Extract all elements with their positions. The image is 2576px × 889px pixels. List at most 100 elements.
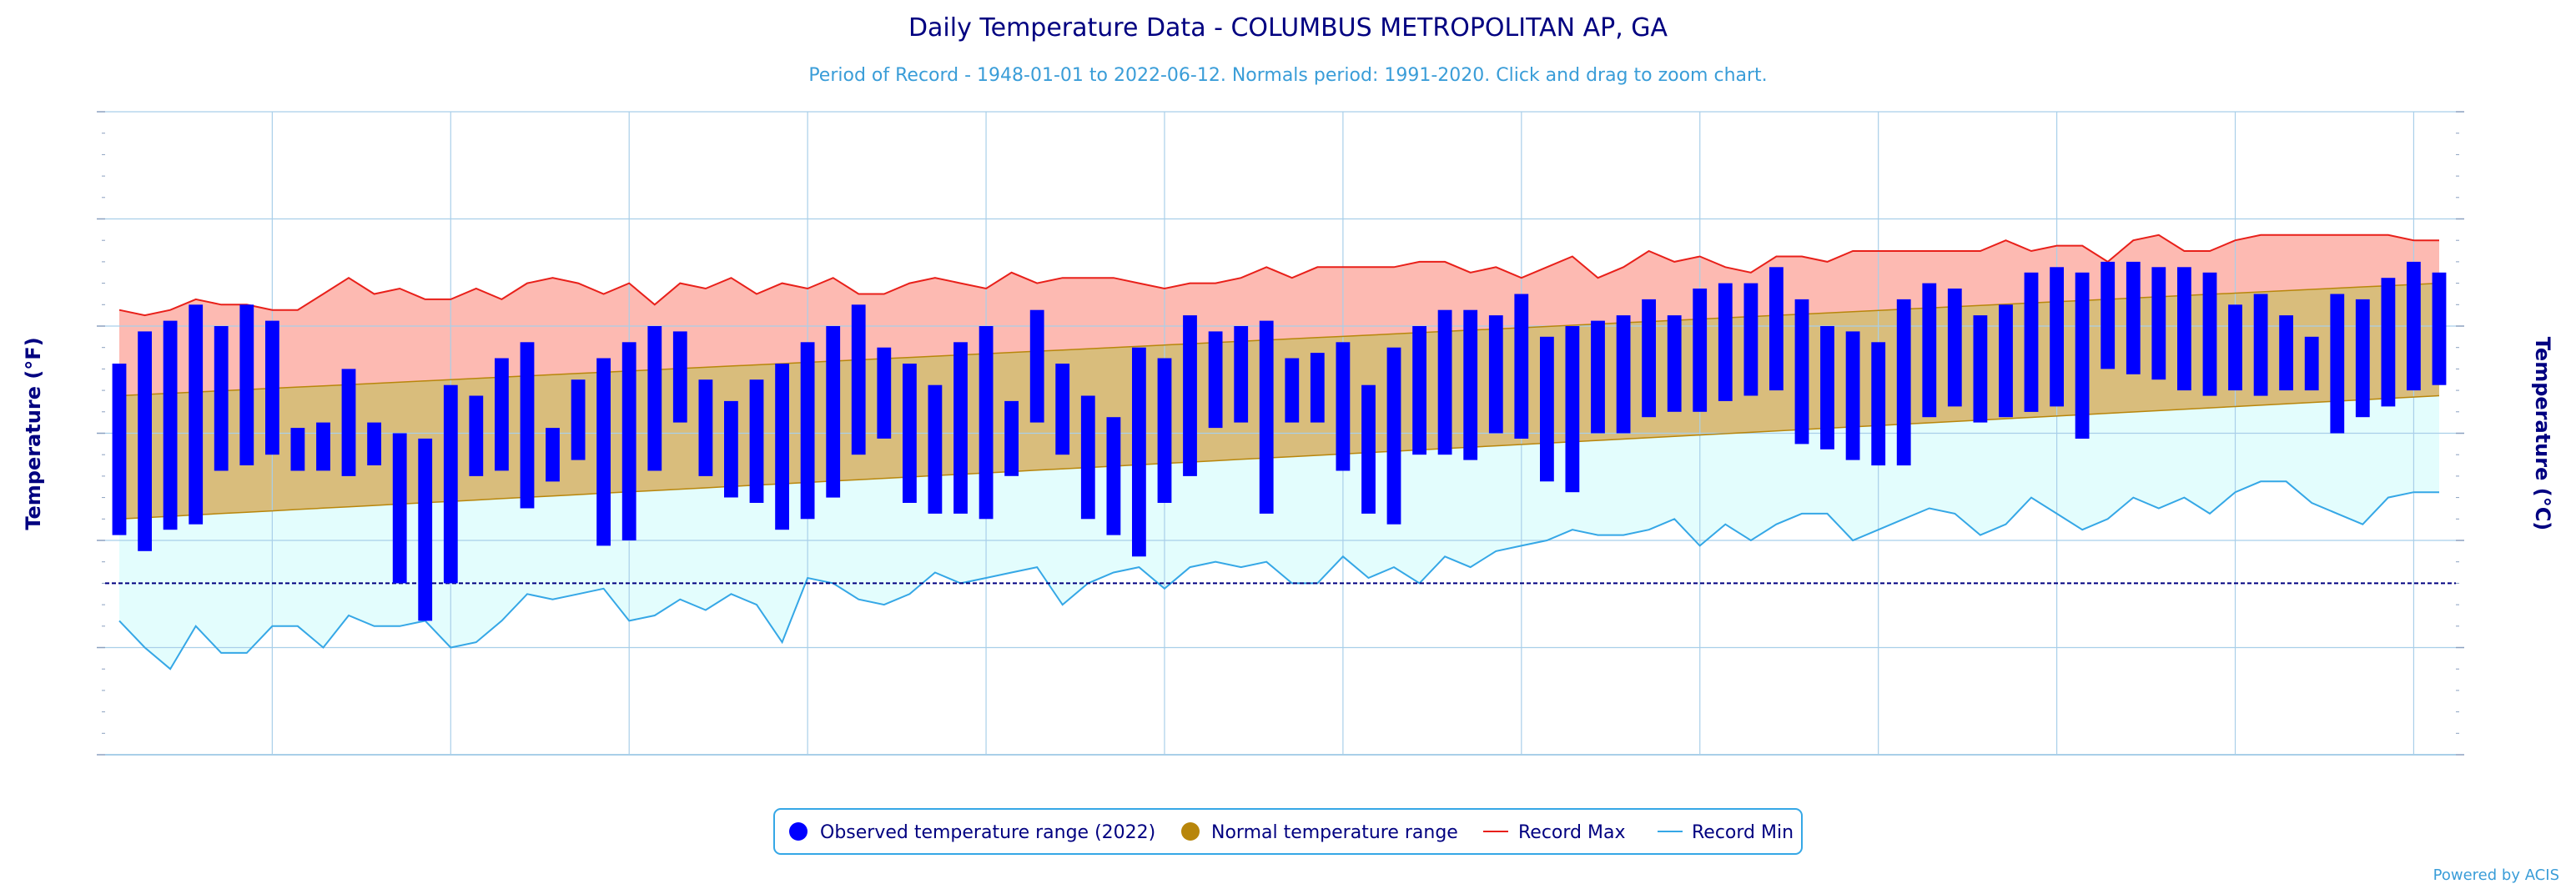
- observed-bar[interactable]: [1259, 320, 1274, 514]
- observed-bar[interactable]: [2381, 278, 2396, 407]
- observed-bar[interactable]: [1845, 331, 1860, 460]
- observed-bar[interactable]: [392, 433, 407, 584]
- observed-bar[interactable]: [469, 395, 484, 476]
- observed-bar[interactable]: [1820, 326, 1834, 450]
- observed-bar[interactable]: [1412, 326, 1426, 455]
- observed-bar[interactable]: [1718, 283, 1733, 401]
- observed-bar[interactable]: [596, 358, 611, 546]
- observed-bar[interactable]: [877, 347, 892, 439]
- observed-bar[interactable]: [546, 428, 560, 482]
- observed-bar[interactable]: [1514, 294, 1529, 439]
- observed-bar[interactable]: [1871, 342, 1886, 466]
- observed-bar[interactable]: [1794, 299, 1809, 444]
- observed-bar[interactable]: [698, 379, 713, 476]
- observed-bar[interactable]: [672, 331, 687, 423]
- observed-bar[interactable]: [1183, 315, 1197, 476]
- observed-bar[interactable]: [1743, 283, 1758, 396]
- observed-bar[interactable]: [2202, 272, 2217, 396]
- observed-bar[interactable]: [800, 342, 815, 520]
- observed-bar[interactable]: [1667, 315, 1682, 412]
- observed-bar[interactable]: [290, 428, 305, 471]
- observed-bar[interactable]: [1947, 289, 1962, 407]
- observed-bar[interactable]: [1106, 417, 1121, 535]
- observed-bar[interactable]: [1361, 384, 1376, 514]
- observed-bar[interactable]: [1591, 320, 1605, 434]
- observed-bar[interactable]: [265, 320, 279, 455]
- observed-bar[interactable]: [1693, 289, 1708, 412]
- observed-bar[interactable]: [1285, 358, 1300, 423]
- observed-bar[interactable]: [2050, 267, 2064, 407]
- observed-bar[interactable]: [1896, 299, 1911, 466]
- observed-bar[interactable]: [724, 400, 738, 498]
- observed-bar[interactable]: [1336, 342, 1351, 471]
- observed-bar[interactable]: [341, 369, 356, 476]
- observed-bar[interactable]: [2228, 304, 2242, 391]
- observed-bar[interactable]: [1973, 315, 1988, 423]
- observed-bar[interactable]: [316, 422, 330, 471]
- observed-bar[interactable]: [1004, 400, 1019, 476]
- observed-bar[interactable]: [1386, 347, 1401, 525]
- credit-link[interactable]: Powered by ACIS: [2433, 866, 2559, 884]
- observed-bar[interactable]: [1616, 315, 1631, 434]
- observed-bar[interactable]: [1080, 395, 1095, 520]
- observed-bar[interactable]: [621, 342, 636, 540]
- observed-bar[interactable]: [2355, 299, 2370, 418]
- observed-bar[interactable]: [189, 304, 204, 525]
- legend-item-record-max[interactable]: Record Max: [1483, 822, 1626, 843]
- observed-bar[interactable]: [571, 379, 586, 460]
- observed-bar[interactable]: [495, 358, 509, 471]
- observed-bar[interactable]: [1463, 309, 1478, 460]
- observed-bar[interactable]: [2304, 336, 2319, 391]
- observed-bar[interactable]: [1437, 309, 1452, 455]
- observed-bar[interactable]: [903, 364, 917, 503]
- observed-bar[interactable]: [775, 364, 789, 530]
- observed-bar[interactable]: [1157, 358, 1172, 504]
- observed-bar[interactable]: [1132, 347, 1146, 557]
- observed-bar[interactable]: [1999, 304, 2013, 418]
- observed-bar[interactable]: [2253, 294, 2268, 396]
- observed-bar[interactable]: [2151, 267, 2166, 380]
- observed-bar[interactable]: [163, 320, 178, 530]
- observed-bar[interactable]: [851, 304, 866, 455]
- observed-bar[interactable]: [1769, 267, 1784, 391]
- observed-bar[interactable]: [2279, 315, 2293, 391]
- observed-bar[interactable]: [2101, 261, 2116, 369]
- observed-bar[interactable]: [1565, 326, 1580, 493]
- observed-bar[interactable]: [647, 326, 662, 471]
- observed-bar[interactable]: [2024, 272, 2039, 412]
- observed-bar[interactable]: [520, 342, 535, 509]
- observed-bar[interactable]: [418, 438, 433, 621]
- legend-item-observed[interactable]: Observed temperature range (2022): [789, 822, 1155, 843]
- observed-bar[interactable]: [112, 364, 127, 535]
- legend-item-normal[interactable]: Normal temperature range: [1181, 822, 1458, 843]
- observed-bar[interactable]: [749, 379, 764, 503]
- observed-bar[interactable]: [1234, 326, 1249, 423]
- observed-bar[interactable]: [1488, 315, 1503, 434]
- observed-bar[interactable]: [1540, 336, 1554, 482]
- observed-bar[interactable]: [1922, 283, 1937, 418]
- observed-bar[interactable]: [1642, 299, 1656, 418]
- observed-bar[interactable]: [1208, 331, 1223, 429]
- observed-bar[interactable]: [443, 384, 458, 584]
- legend[interactable]: Observed temperature range (2022) Normal…: [773, 808, 1803, 855]
- observed-bar[interactable]: [2407, 261, 2421, 391]
- legend-item-record-min[interactable]: Record Min: [1658, 822, 1794, 843]
- observed-bar[interactable]: [239, 304, 254, 465]
- observed-bar[interactable]: [979, 326, 994, 520]
- observed-bar[interactable]: [826, 326, 841, 498]
- observed-bar[interactable]: [2177, 267, 2191, 391]
- observed-bars[interactable]: [112, 261, 2447, 621]
- observed-bar[interactable]: [2075, 272, 2090, 439]
- observed-bar[interactable]: [138, 331, 152, 551]
- observed-bar[interactable]: [2126, 261, 2141, 374]
- observed-bar[interactable]: [214, 326, 229, 471]
- observed-bar[interactable]: [2432, 272, 2447, 385]
- observed-bar[interactable]: [367, 422, 381, 465]
- observed-bar[interactable]: [2330, 294, 2345, 434]
- observed-bar[interactable]: [1055, 364, 1070, 455]
- observed-bar[interactable]: [953, 342, 968, 514]
- observed-bar[interactable]: [928, 384, 943, 514]
- observed-bar[interactable]: [1029, 309, 1044, 423]
- observed-bar[interactable]: [1310, 353, 1325, 423]
